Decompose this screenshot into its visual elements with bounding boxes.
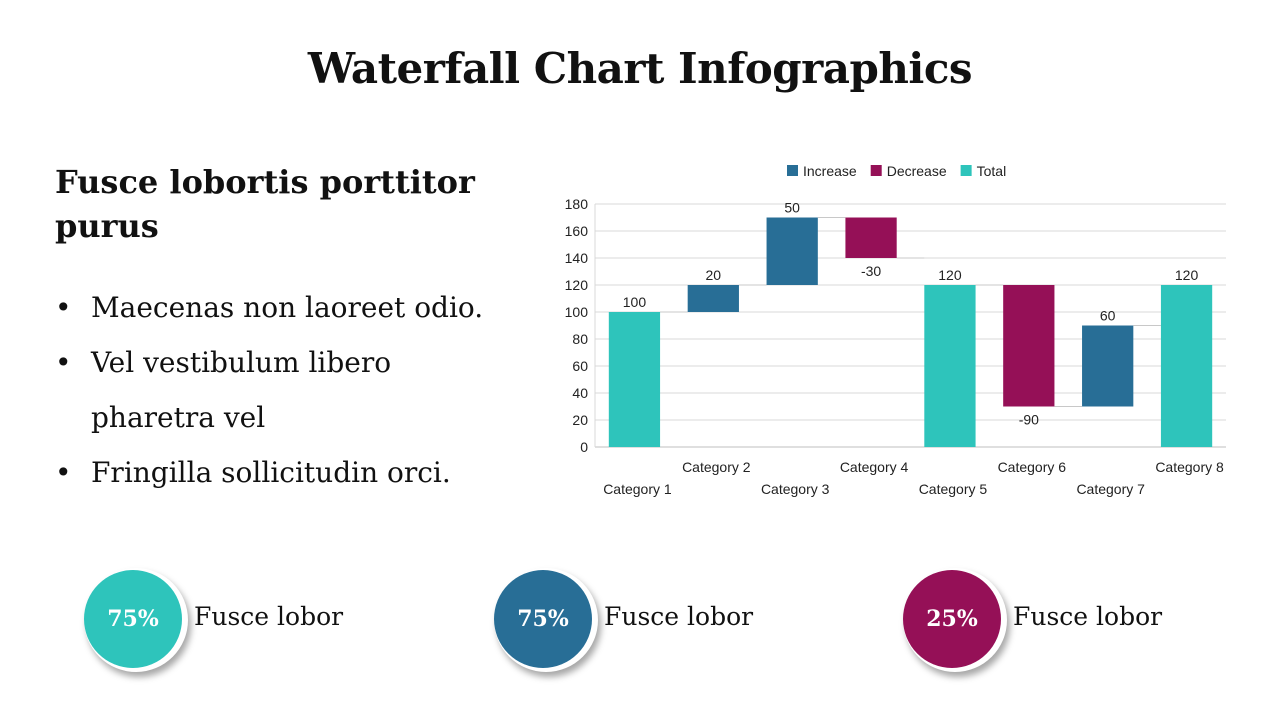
x-tick-label: Category 2: [682, 459, 751, 475]
legend-label-total: Total: [977, 163, 1007, 179]
y-tick-label: 100: [565, 304, 589, 320]
y-tick-label: 120: [565, 277, 589, 293]
y-tick-label: 140: [565, 250, 589, 266]
bullet-item: Vel vestibulum libero pharetra vel: [55, 335, 515, 445]
x-tick-label: Category 6: [998, 459, 1067, 475]
bullet-list: Maecenas non laoreet odio. Vel vestibulu…: [55, 280, 515, 500]
data-label: -90: [1019, 412, 1039, 428]
y-tick-label: 20: [572, 412, 588, 428]
stat-circle: 75%: [494, 570, 592, 668]
bullet-item: Fringilla sollicitudin orci.: [55, 445, 515, 500]
x-tick-label: Category 3: [761, 481, 830, 497]
x-tick-label: Category 4: [840, 459, 909, 475]
data-label: 120: [938, 267, 962, 283]
data-label: 50: [784, 200, 800, 216]
legend-swatch-decrease: [870, 165, 882, 176]
x-tick-label: Category 5: [919, 481, 988, 497]
bar-decrease: [1003, 285, 1055, 407]
y-tick-label: 180: [565, 196, 589, 212]
stat-circle: 75%: [84, 570, 182, 668]
bar-increase: [766, 217, 818, 285]
bar-total: [1160, 285, 1213, 447]
y-tick-label: 160: [565, 223, 589, 239]
bar-increase: [1082, 325, 1134, 407]
stat-label: Fusce lobor: [604, 602, 754, 631]
legend-label-decrease: Decrease: [887, 163, 947, 179]
x-tick-label: Category 1: [603, 481, 672, 497]
x-tick-label: Category 7: [1076, 481, 1145, 497]
data-label: 100: [623, 294, 647, 310]
data-label: 60: [1100, 308, 1116, 324]
y-tick-label: 80: [572, 331, 588, 347]
stat-label: Fusce lobor: [1013, 602, 1163, 631]
bar-increase: [687, 285, 739, 312]
y-tick-label: 60: [572, 358, 588, 374]
legend-label-increase: Increase: [803, 163, 857, 179]
bullet-item: Maecenas non laoreet odio.: [55, 280, 515, 335]
bar-total: [924, 285, 976, 447]
data-label: 20: [706, 267, 722, 283]
bar-total: [608, 312, 661, 447]
x-tick-label: Category 8: [1155, 459, 1224, 475]
stat-value: 75%: [107, 606, 159, 632]
stat-circle: 25%: [903, 570, 1001, 668]
waterfall-chart: 0 20 40 60 80 100 120 140 160 180 100 Category 1 20 C…: [565, 163, 1226, 497]
y-tick-label: 40: [572, 385, 588, 401]
page-title: Waterfall Chart Infographics: [307, 44, 973, 93]
stat-value: 25%: [926, 606, 978, 632]
legend-swatch-increase: [787, 165, 798, 176]
bar-decrease: [845, 217, 897, 258]
stat-value: 75%: [517, 606, 569, 632]
section-subtitle: Fusce lobortis porttitor purus: [55, 163, 475, 245]
data-label: -30: [861, 263, 881, 279]
legend-swatch-total: [960, 165, 972, 176]
stat-label: Fusce lobor: [194, 602, 344, 631]
data-label: 120: [1175, 267, 1199, 283]
y-tick-label: 0: [580, 439, 588, 455]
